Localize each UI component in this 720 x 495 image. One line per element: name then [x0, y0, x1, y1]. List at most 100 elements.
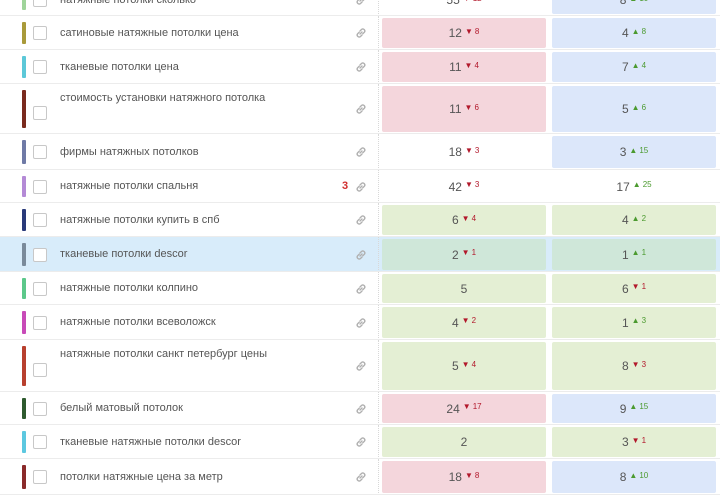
column-divider	[378, 84, 379, 134]
row-checkbox[interactable]	[33, 315, 47, 330]
link-icon[interactable]	[354, 213, 368, 227]
link-icon[interactable]	[354, 26, 368, 40]
position-cell-content: 4 ▲ 2	[552, 205, 716, 235]
row-checkbox[interactable]	[33, 401, 47, 416]
position-cell: 5 ▼ 4	[382, 342, 546, 390]
table-row[interactable]: натяжные потолки спальня 3 42 ▼ 3 17 ▲ 25	[0, 170, 720, 203]
row-divider	[0, 271, 720, 272]
link-icon[interactable]	[354, 102, 368, 116]
keyword-text: натяжные потолки спальня	[60, 180, 199, 192]
triangle-up-icon: ▲	[631, 213, 640, 223]
position-cell: 1 ▲ 1	[552, 239, 716, 270]
position-value: 11	[449, 102, 462, 116]
triangle-up-icon: ▲	[631, 102, 640, 112]
link-icon[interactable]	[354, 435, 368, 449]
table-row[interactable]: натяжные потолки всеволожск 4 ▼ 2 1 ▲ 3	[0, 305, 720, 340]
position-cell-content: 11 ▼ 6	[382, 86, 546, 132]
row-checkbox[interactable]	[33, 247, 47, 262]
row-checkbox[interactable]	[33, 106, 47, 120]
row-checkbox[interactable]	[33, 0, 47, 7]
position-cell: 42 ▼ 3	[382, 172, 546, 201]
column-divider	[378, 134, 379, 170]
position-cell: 1 ▲ 3	[552, 307, 716, 338]
keyword-text: натяжные потолки санкт петербург цены	[60, 348, 267, 360]
position-cell-content: 17 ▲ 25	[552, 172, 716, 201]
row-checkbox[interactable]	[33, 281, 47, 296]
row-checkbox[interactable]	[33, 435, 47, 449]
position-value: 18	[448, 470, 462, 484]
row-divider	[0, 391, 720, 392]
link-icon[interactable]	[354, 402, 368, 416]
row-divider	[0, 458, 720, 459]
link-icon[interactable]	[354, 60, 368, 74]
error-count-badge: 3	[342, 180, 349, 192]
table-row[interactable]: тканевые потолки цена 11 ▼ 4 7 ▲ 4	[0, 50, 720, 84]
keyword-text: белый матовый потолок	[60, 402, 183, 414]
table-row[interactable]: потолки натяжные цена за метр 18 ▼ 8 8 ▲ 10	[0, 459, 720, 495]
table-row[interactable]: тканевые натяжные потолки descor 2 3 ▼ 1	[0, 425, 720, 459]
position-change: 2	[471, 316, 477, 325]
triangle-up-icon: ▲	[629, 470, 638, 480]
position-value: 1	[621, 315, 629, 330]
link-icon[interactable]	[354, 0, 368, 7]
link-icon[interactable]	[354, 180, 368, 194]
row-checkbox[interactable]	[33, 179, 47, 194]
link-icon[interactable]	[354, 359, 368, 373]
row-divider	[0, 339, 720, 340]
keyword-text: стоимость установки натяжного потолка	[60, 92, 266, 104]
table-row[interactable]: тканевые потолки descor 2 ▼ 1 1 ▲ 1	[0, 237, 720, 272]
table-row[interactable]: натяжные потолки санкт петербург цены 5 ▼ 4…	[0, 340, 720, 392]
row-divider	[0, 169, 720, 170]
row-checkbox[interactable]	[33, 363, 47, 377]
keyword-text: натяжные потолки всеволожск	[60, 316, 216, 328]
position-cell: 9 ▲ 15	[552, 394, 716, 423]
row-checkbox[interactable]	[33, 145, 47, 159]
position-cell-content: 5 ▲ 6	[552, 86, 716, 132]
row-checkbox[interactable]	[33, 213, 47, 227]
position-cell-content: 42 ▼ 3	[382, 172, 546, 201]
link-icon[interactable]	[354, 316, 368, 330]
position-cell: 4 ▲ 2	[552, 205, 716, 235]
row-color-marker	[22, 243, 26, 266]
table-row[interactable]: стоимость установки натяжного потолка 11 ▼…	[0, 84, 720, 134]
table-row[interactable]: фирмы натяжных потолков 18 ▼ 3 3 ▲ 15	[0, 134, 720, 170]
table-row[interactable]: белый матовый потолок 24 ▼ 17 9 ▲ 15	[0, 392, 720, 425]
link-icon[interactable]	[354, 282, 368, 296]
keyword-text: тканевые натяжные потолки descor	[60, 436, 241, 448]
position-value: 4	[621, 213, 629, 227]
position-cell-content: 9 ▲ 15	[552, 394, 716, 423]
position-value: 11	[449, 60, 462, 74]
position-change: 1	[471, 248, 477, 257]
keyword-text: потолки натяжные цена за метр	[60, 471, 223, 483]
position-cell-content: 1 ▲ 1	[552, 239, 716, 270]
position-change: 4	[474, 60, 479, 70]
row-color-marker	[22, 346, 26, 386]
position-cell-content: 12 ▼ 8	[382, 18, 546, 48]
row-divider	[0, 133, 720, 134]
position-cell: 7 ▲ 4	[552, 52, 716, 82]
table-row[interactable]: натяжные потолки купить в спб 6 ▼ 4 4 ▲ 2	[0, 203, 720, 237]
position-cell: 18 ▼ 8	[382, 461, 546, 493]
position-cell-content: 4 ▼ 2	[382, 307, 546, 338]
link-icon[interactable]	[354, 470, 368, 484]
table-row[interactable]: натяжные потолки колпино 5 6 ▼ 1	[0, 272, 720, 305]
column-divider	[378, 0, 379, 16]
link-icon[interactable]	[354, 248, 368, 262]
triangle-down-icon: ▼	[464, 145, 473, 155]
position-value: 5	[460, 281, 468, 296]
position-cell: 24 ▼ 17	[382, 394, 546, 423]
row-checkbox[interactable]	[33, 60, 47, 74]
position-change: 6	[641, 102, 647, 112]
column-divider	[378, 340, 379, 392]
row-checkbox[interactable]	[33, 26, 47, 40]
table-row[interactable]: сатиновые натяжные потолки цена 12 ▼ 8 4 ▲ 8	[0, 16, 720, 50]
row-checkbox[interactable]	[33, 470, 47, 484]
position-value: 8	[619, 0, 627, 7]
table-row[interactable]: натяжные потолки сколько 55▼12 8▲10	[0, 0, 720, 16]
position-cell-content: 11 ▼ 4	[382, 52, 546, 82]
position-cell-content: 8▲10	[552, 0, 716, 14]
link-icon[interactable]	[354, 145, 368, 159]
position-value: 18	[448, 145, 462, 159]
triangle-down-icon: ▼	[464, 180, 473, 189]
